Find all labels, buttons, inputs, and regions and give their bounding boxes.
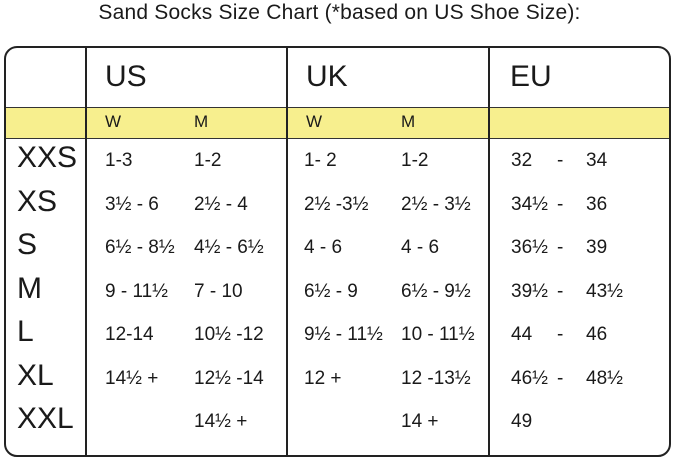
size-label: S	[17, 228, 38, 261]
cell-uk-w: 2½ -3½	[304, 193, 369, 215]
cell-eu-from: 46½	[511, 367, 548, 389]
cell-us-w: 1-3	[105, 150, 133, 171]
cell-uk-m: 2½ - 3½	[401, 193, 471, 215]
cell-uk-m: 4 - 6	[401, 237, 440, 258]
cell-us-m: 7 - 10	[194, 280, 243, 302]
cell-uk-m: 14 +	[401, 411, 439, 432]
cell-uk-w: 6½ - 9	[304, 280, 358, 302]
divider-us-uk	[286, 48, 288, 455]
cell-eu-from: 36½	[511, 237, 548, 258]
cell-us-m: 10½ -12	[194, 324, 264, 345]
header-us: US	[105, 60, 147, 93]
size-label: XXL	[17, 402, 74, 435]
cell-us-w: 3½ - 6	[105, 193, 159, 215]
cell-eu-sep: -	[557, 193, 564, 215]
cell-us-w: 9 - 11½	[105, 280, 169, 302]
size-label: L	[17, 315, 34, 348]
cell-uk-w: 12 +	[304, 367, 342, 389]
size-label: XL	[17, 358, 54, 392]
cell-us-m: 1-2	[194, 150, 222, 171]
cell-eu-sep: -	[557, 324, 564, 345]
cell-eu-to: 39	[586, 237, 608, 258]
cell-us-m: 2½ - 4	[194, 193, 248, 215]
cell-eu-to: 34	[586, 150, 608, 171]
divider-size-us	[85, 48, 87, 455]
cell-eu-from: 34½	[511, 193, 548, 215]
cell-uk-m: 12 -13½	[401, 367, 471, 389]
cell-eu-sep: -	[557, 280, 564, 302]
cell-us-w: 6½ - 8½	[105, 237, 175, 258]
cell-eu-from: 32	[511, 150, 533, 171]
cell-eu-sep: -	[557, 237, 564, 258]
cell-eu-to: 43½	[586, 280, 623, 302]
size-label: M	[17, 271, 42, 305]
cell-eu-to: 46	[586, 324, 608, 345]
cell-eu-to: 48½	[586, 367, 623, 389]
size-label: XXS	[17, 141, 78, 174]
subheader-us-women: W	[105, 112, 122, 131]
cell-us-m: 4½ - 6½	[194, 237, 264, 258]
divider-uk-eu	[488, 48, 490, 455]
header-eu: EU	[510, 60, 552, 93]
cell-us-w: 12-14	[105, 324, 154, 345]
cell-us-m: 14½ +	[194, 411, 248, 432]
cell-uk-m: 1-2	[401, 150, 429, 171]
size-chart-table: US UK EU W M W M XXS 1-3 1-2 1- 2 1-2 32 - 34 XS…	[4, 46, 671, 457]
cell-eu-sep: -	[557, 150, 564, 171]
cell-us-w: 14½ +	[105, 367, 159, 389]
size-label: XS	[17, 184, 58, 218]
subheader-uk-women: W	[306, 112, 323, 131]
subheader-us-men: M	[194, 112, 209, 131]
cell-us-m: 12½ -14	[194, 367, 264, 389]
cell-uk-w: 1- 2	[304, 150, 337, 171]
cell-uk-w: 4 - 6	[304, 237, 343, 258]
cell-uk-m: 6½ - 9½	[401, 280, 471, 302]
cell-eu-from: 49	[511, 411, 533, 432]
cell-uk-m: 10 - 11½	[401, 324, 475, 345]
cell-eu-from: 39½	[511, 280, 548, 302]
cell-eu-from: 44	[511, 324, 533, 345]
cell-eu-to: 36	[586, 193, 608, 215]
header-uk: UK	[306, 60, 348, 93]
subheader-uk-men: M	[401, 112, 416, 131]
cell-uk-w: 9½ - 11½	[304, 324, 383, 345]
chart-title: Sand Socks Size Chart (*based on US Shoe…	[98, 1, 581, 24]
cell-eu-sep: -	[557, 367, 564, 389]
subheader-band	[6, 107, 669, 139]
